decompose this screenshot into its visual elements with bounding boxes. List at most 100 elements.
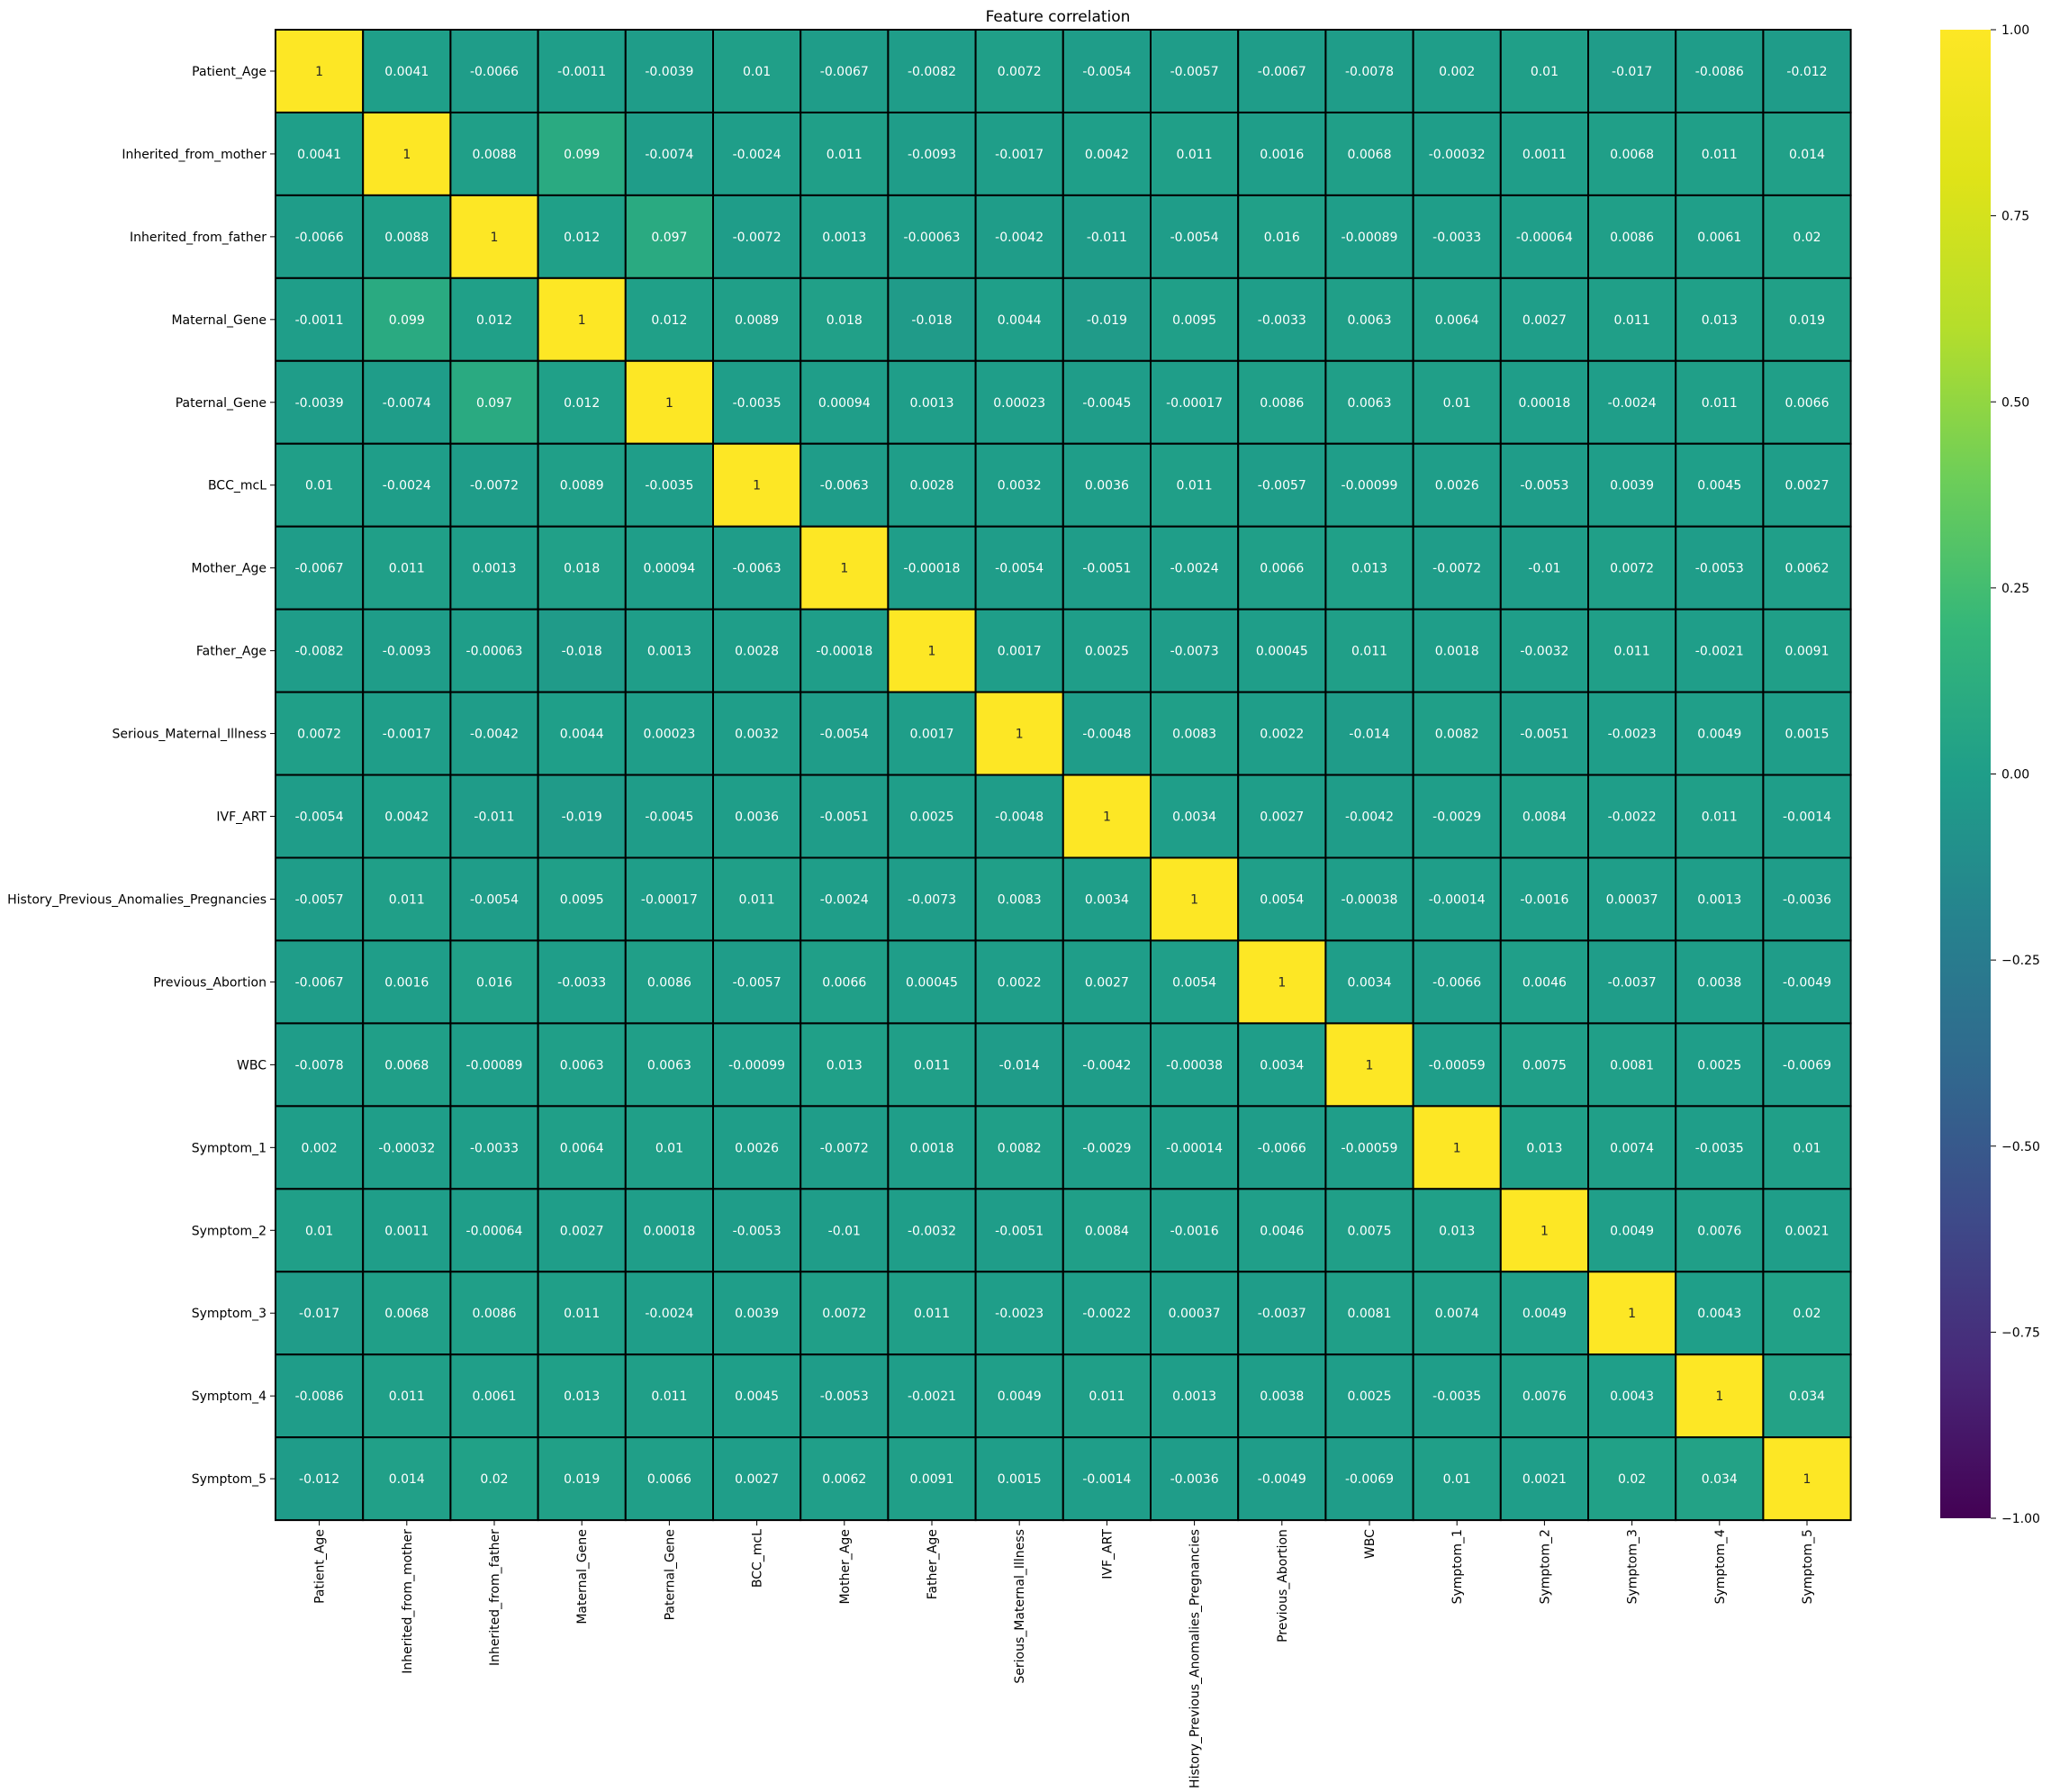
cell-annotation: 0.014 [1789,148,1825,162]
cell-annotation: -0.0033 [470,1141,519,1155]
cell-annotation: -0.0063 [733,562,782,576]
cell-annotation: 0.0015 [998,1472,1042,1487]
cell-annotation: -0.0024 [1608,396,1657,411]
heatmap-cell [974,1353,1064,1439]
cell-annotation: 1 [1278,975,1286,990]
cell-annotation: 0.0013 [647,645,691,659]
cell-annotation: 0.0042 [384,810,429,825]
cell-annotation: -0.0057 [295,892,344,907]
heatmap-cell [275,111,365,196]
cell-annotation: 0.097 [651,231,687,245]
cell-annotation: -0.0057 [733,975,782,990]
cell-annotation: 0.0043 [1610,1389,1654,1404]
heatmap-cell [1062,939,1152,1025]
heatmap-cell [1762,194,1852,279]
x-tick-label: Paternal_Gene [663,1529,677,1620]
heatmap-cell [800,525,890,611]
cell-annotation: -0.00017 [1166,396,1223,411]
cell-annotation: -0.0035 [1432,1389,1481,1404]
colorbar-tick-label: 0.50 [2001,395,2029,410]
cell-annotation: 0.0068 [1610,148,1654,162]
cell-annotation: 0.0076 [1697,1224,1741,1238]
cell-annotation: 0.0034 [1348,975,1392,990]
cell-annotation: -0.0093 [383,645,431,659]
heatmap-cell [449,1022,539,1108]
heatmap-cell [537,111,627,196]
cell-annotation: -0.0033 [1258,313,1306,328]
cell-annotation: -0.0036 [1783,892,1831,907]
heatmap-cell [1587,774,1677,859]
cell-annotation: -0.0045 [645,810,693,825]
cell-annotation: -0.0011 [557,65,606,79]
cell-annotation: -0.0067 [295,975,344,990]
heatmap-cell [537,939,627,1025]
heatmap-cell [537,691,627,776]
heatmap-cell [1762,608,1852,693]
heatmap-cell [624,359,714,445]
cell-annotation: 0.01 [743,65,771,79]
cell-annotation: -0.0069 [1783,1058,1831,1072]
cell-annotation: 0.0084 [1522,810,1567,825]
cell-annotation: 0.0017 [998,645,1042,659]
cell-annotation: 0.0022 [998,975,1042,990]
cell-annotation: 0.0086 [647,975,691,990]
cell-annotation: 0.0075 [1348,1224,1392,1238]
heatmap-cell [887,691,977,776]
cell-annotation: -0.0029 [1082,1141,1131,1155]
cell-annotation: 0.0084 [1085,1224,1129,1238]
heatmap-cell [537,194,627,279]
cell-annotation: 0.011 [1702,396,1738,411]
cell-annotation: -0.0021 [1695,645,1744,659]
heatmap-cell [887,1188,977,1273]
cell-annotation: 0.0039 [1610,479,1654,493]
heatmap-cell [1062,1353,1152,1439]
cell-annotation: 0.0063 [560,1058,604,1072]
colorbar-tick-label: −1.00 [2001,1512,2040,1526]
heatmap-cell [712,608,802,693]
cell-annotation: 0.0083 [998,892,1042,907]
heatmap-cell [362,691,452,776]
x-tick-label: Maternal_Gene [575,1529,590,1625]
heatmap-cell [1324,111,1414,196]
cell-annotation: 0.0041 [297,148,341,162]
cell-annotation: 0.0025 [1348,1389,1392,1404]
heatmap-cell [1499,774,1590,859]
heatmap-cell [887,1271,977,1356]
heatmap-cell [1150,1105,1240,1190]
cell-annotation: -0.0078 [295,1058,344,1072]
heatmap-cell [275,276,365,362]
cell-annotation: -0.0067 [1258,65,1306,79]
cell-annotation: 0.01 [305,1224,333,1238]
heatmap-cell [1587,29,1677,113]
cell-annotation: 0.0018 [910,1141,954,1155]
heatmap-cell [1150,194,1240,279]
heatmap-cell [1062,1436,1152,1522]
heatmap-cell [1675,1105,1765,1190]
cell-annotation: -0.0069 [1345,1472,1394,1487]
heatmap-cell [275,1105,365,1190]
cell-annotation: -0.0024 [383,479,431,493]
cell-annotation: 0.016 [1264,231,1300,245]
cell-annotation: -0.0017 [383,728,431,742]
cell-annotation: 1 [1453,1141,1461,1155]
cell-annotation: -0.0057 [1258,479,1306,493]
cell-annotation: -0.00059 [1429,1058,1486,1072]
cell-annotation: 0.0041 [384,65,429,79]
cell-annotation: -0.0035 [733,396,782,411]
heatmap-cell [887,608,977,693]
cell-annotation: -0.0024 [733,148,782,162]
heatmap-cell [449,691,539,776]
cell-annotation: 0.00094 [818,396,871,411]
cell-annotation: -0.0086 [295,1389,344,1404]
cell-annotation: 0.01 [1793,1141,1821,1155]
cell-annotation: -0.0042 [1345,810,1394,825]
heatmap-cell [1237,1105,1327,1190]
heatmap-cell [974,111,1064,196]
cell-annotation: -0.011 [1087,231,1127,245]
cell-annotation: 0.0068 [1348,148,1392,162]
cell-annotation: -0.0035 [645,479,693,493]
heatmap-cell [1675,29,1765,113]
heatmap-cell [712,1022,802,1108]
cell-annotation: -0.00014 [1166,1141,1223,1155]
heatmap-cell [1412,442,1502,528]
